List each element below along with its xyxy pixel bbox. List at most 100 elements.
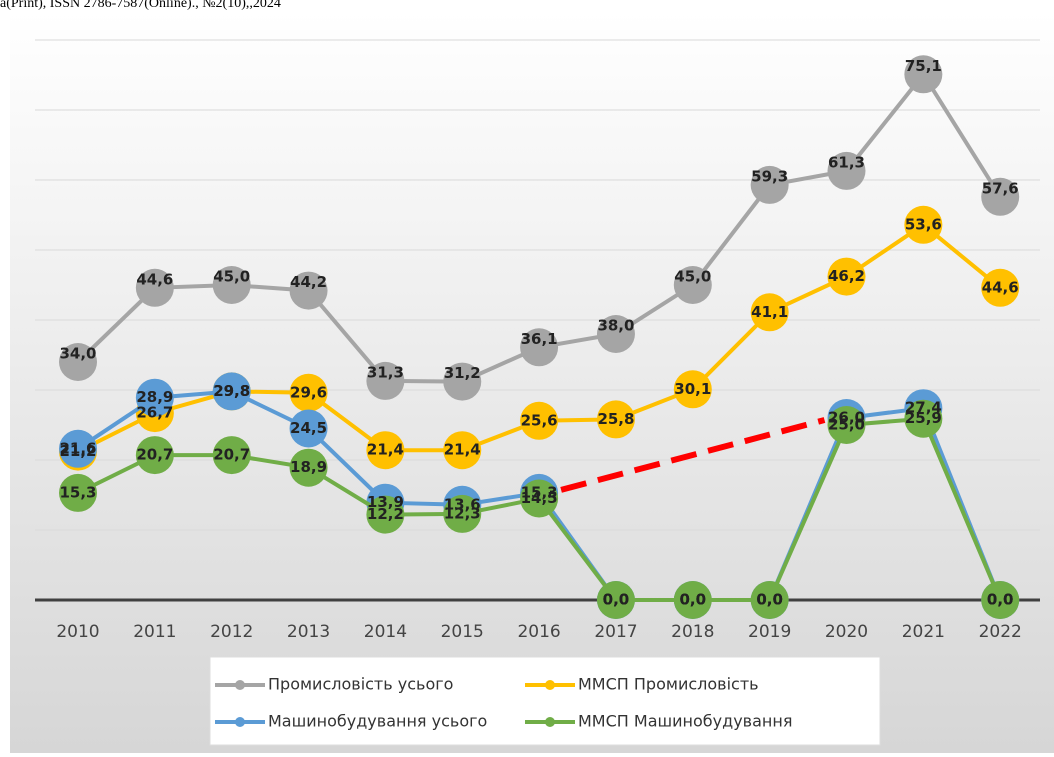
value-label: 29,6 [290,383,327,401]
value-label: 41,1 [751,303,788,321]
legend-label: ММСП Промисловість [578,675,759,694]
value-label: 25,6 [521,411,558,429]
x-tick-label: 2015 [441,622,484,642]
marker [366,495,405,534]
marker [904,55,943,94]
value-label: 28,9 [136,388,173,406]
marker [289,448,328,487]
x-tick-label: 2011 [133,622,176,642]
value-label: 31,3 [367,363,404,381]
value-label: 13,6 [444,495,481,513]
value-label: 12,3 [444,504,481,522]
marker [59,429,97,468]
value-label: 0,0 [680,591,707,609]
marker [135,268,174,307]
value-label: 14,5 [521,489,558,507]
marker [520,328,559,367]
marker [59,473,97,512]
marker [289,409,328,448]
marker [520,401,559,440]
value-label: 59,3 [751,167,788,185]
value-label: 29,8 [213,382,250,400]
value-label: 21,4 [367,441,404,459]
legend-label: ММСП Машинобудування [578,712,792,731]
value-label: 26,0 [828,409,865,427]
value-label: 44,6 [136,270,173,288]
value-label: 44,2 [290,273,327,291]
marker [596,581,635,619]
marker [135,378,174,417]
value-label: 26,7 [136,404,173,422]
value-label: 15,3 [59,483,96,501]
marker [520,479,559,518]
marker [443,362,482,401]
value-label: 38,0 [597,317,634,335]
x-tick-label: 2010 [56,622,99,642]
marker [443,494,482,533]
legend-marker [235,717,245,727]
value-label: 29,8 [213,382,250,400]
legend-label: Промисловість усього [268,675,453,694]
value-label: 20,7 [213,446,250,464]
legend-marker [235,680,245,690]
x-tick-label: 2014 [364,622,407,642]
trend-dash [560,417,826,493]
marker [212,372,251,411]
value-label: 46,2 [828,267,865,285]
value-label: 31,2 [444,364,481,382]
value-label: 61,3 [828,153,865,171]
value-label: 25,8 [597,410,634,428]
marker [596,315,635,353]
value-label: 0,0 [603,591,630,609]
legend-box [209,656,881,746]
marker [673,581,712,619]
marker [750,581,789,619]
marker [981,268,1020,307]
x-tick-label: 2016 [517,622,560,642]
marker [289,373,328,412]
marker [366,361,405,400]
marker [827,151,866,190]
x-tick-label: 2013 [287,622,330,642]
value-label: 12,2 [367,505,404,523]
x-tick-label: 2017 [594,622,637,642]
value-label: 0,0 [756,591,783,609]
marker [827,406,866,444]
value-label: 20,7 [136,446,173,464]
x-tick-label: 2021 [902,622,945,642]
value-label: 25,0 [828,416,865,434]
value-label: 0,0 [987,591,1014,609]
x-tick-label: 2022 [979,622,1022,642]
value-label: 57,6 [982,179,1019,197]
marker [904,399,943,438]
value-label: 24,5 [290,419,327,437]
value-label: 30,1 [674,380,711,398]
legend-marker [545,717,555,727]
marker [59,343,97,381]
x-tick-label: 2018 [671,622,714,642]
value-label: 13,9 [367,493,404,511]
value-label: 34,0 [59,345,96,363]
value-label: 44,6 [982,278,1019,296]
marker [443,431,482,470]
x-tick-label: 2020 [825,622,868,642]
value-label: 18,9 [290,458,327,476]
marker [135,436,174,475]
value-label: 53,6 [905,215,942,233]
legend-marker [545,680,555,690]
value-label: 0,0 [987,591,1014,609]
marker [750,293,789,332]
marker [289,271,328,310]
value-label: 15,3 [521,483,558,501]
value-label: 0,0 [603,591,630,609]
value-label: 75,1 [905,57,942,75]
marker [596,400,635,439]
value-label: 25,9 [905,409,942,427]
marker [673,266,712,304]
marker [981,581,1020,619]
legend-label: Машинобудування усього [268,712,487,731]
marker [212,436,251,475]
x-tick-label: 2012 [210,622,253,642]
